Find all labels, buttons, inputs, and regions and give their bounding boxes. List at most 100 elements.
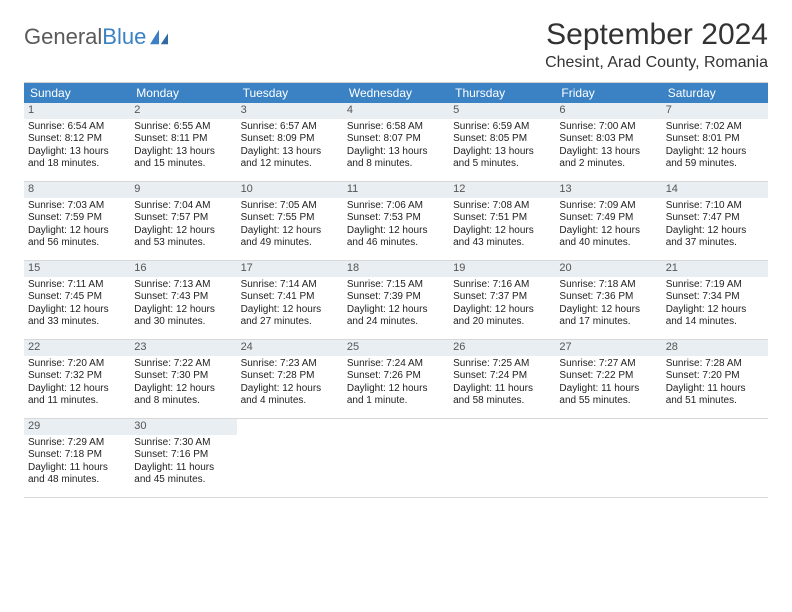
day-cell: 12Sunrise: 7:08 AMSunset: 7:51 PMDayligh… [449, 182, 555, 260]
dow-cell: Tuesday [237, 83, 343, 103]
sunrise-line: Sunrise: 6:57 AM [241, 121, 339, 134]
daylight-line: Daylight: 12 hours and 43 minutes. [453, 225, 551, 250]
day-number: 11 [343, 182, 449, 198]
day-number: 15 [24, 261, 130, 277]
day-number: 4 [343, 103, 449, 119]
sunrise-line: Sunrise: 6:58 AM [347, 121, 445, 134]
day-number: 17 [237, 261, 343, 277]
day-cell: 3 Sunrise: 6:57 AMSunset: 8:09 PMDaylight… [237, 103, 343, 181]
day-cell: 6Sunrise: 7:00 AMSunset: 8:03 PMDaylight… [555, 103, 661, 181]
sunrise-line: Sunrise: 7:05 AM [241, 200, 339, 213]
sunrise-line: Sunrise: 7:18 AM [559, 279, 657, 292]
sunrise-line: Sunrise: 7:04 AM [134, 200, 232, 213]
day-number: 7 [662, 103, 768, 119]
sunrise-line: Sunrise: 7:10 AM [666, 200, 764, 213]
daylight-line: Daylight: 13 hours and 15 minutes. [134, 146, 232, 171]
daylight-line: Daylight: 11 hours and 58 minutes. [453, 383, 551, 408]
day-cell: 9Sunrise: 7:04 AMSunset: 7:57 PMDaylight… [130, 182, 236, 260]
dow-cell: Thursday [449, 83, 555, 103]
daylight-line: Daylight: 11 hours and 48 minutes. [28, 462, 126, 487]
sunset-line: Sunset: 7:49 PM [559, 212, 657, 225]
sunset-line: Sunset: 7:55 PM [241, 212, 339, 225]
sunset-line: Sunset: 7:16 PM [134, 449, 232, 462]
day-number: 22 [24, 340, 130, 356]
sunset-line: Sunset: 8:09 PM [241, 133, 339, 146]
daylight-line: Daylight: 12 hours and 33 minutes. [28, 304, 126, 329]
day-number: 13 [555, 182, 661, 198]
sunset-line: Sunset: 7:43 PM [134, 291, 232, 304]
day-number: 3 [237, 103, 343, 119]
day-cell: 17Sunrise: 7:14 AMSunset: 7:41 PMDayligh… [237, 261, 343, 339]
day-cell [449, 419, 555, 497]
daylight-line: Daylight: 12 hours and 24 minutes. [347, 304, 445, 329]
sunset-line: Sunset: 7:37 PM [453, 291, 551, 304]
day-cell [662, 419, 768, 497]
sunset-line: Sunset: 7:51 PM [453, 212, 551, 225]
sunrise-line: Sunrise: 7:19 AM [666, 279, 764, 292]
day-number: 24 [237, 340, 343, 356]
week-row: 15Sunrise: 7:11 AMSunset: 7:45 PMDayligh… [24, 261, 768, 340]
day-cell: 20Sunrise: 7:18 AMSunset: 7:36 PMDayligh… [555, 261, 661, 339]
sunrise-line: Sunrise: 7:00 AM [559, 121, 657, 134]
location-text: Chesint, Arad County, Romania [545, 54, 768, 72]
day-number: 23 [130, 340, 236, 356]
sunrise-line: Sunrise: 7:14 AM [241, 279, 339, 292]
day-cell: 22Sunrise: 7:20 AMSunset: 7:32 PMDayligh… [24, 340, 130, 418]
day-number: 8 [24, 182, 130, 198]
week-row: 1Sunrise: 6:54 AMSunset: 8:12 PMDaylight… [24, 103, 768, 182]
dow-cell: Friday [555, 83, 661, 103]
month-title: September 2024 [545, 18, 768, 52]
sunrise-line: Sunrise: 7:22 AM [134, 358, 232, 371]
weeks-container: 1Sunrise: 6:54 AMSunset: 8:12 PMDaylight… [24, 103, 768, 498]
day-cell: 19 Sunrise: 7:16 AMSunset: 7:37 PMDayligh… [449, 261, 555, 339]
sunrise-line: Sunrise: 7:08 AM [453, 200, 551, 213]
daylight-line: Daylight: 12 hours and 11 minutes. [28, 383, 126, 408]
daylight-line: Daylight: 12 hours and 20 minutes. [453, 304, 551, 329]
day-cell: 5Sunrise: 6:59 AMSunset: 8:05 PMDaylight… [449, 103, 555, 181]
sunrise-line: Sunrise: 7:15 AM [347, 279, 445, 292]
sunset-line: Sunset: 7:26 PM [347, 370, 445, 383]
daylight-line: Daylight: 12 hours and 37 minutes. [666, 225, 764, 250]
sunrise-line: Sunrise: 7:23 AM [241, 358, 339, 371]
dow-cell: Wednesday [343, 83, 449, 103]
day-number: 27 [555, 340, 661, 356]
day-number: 19 [449, 261, 555, 277]
sunrise-line: Sunrise: 7:11 AM [28, 279, 126, 292]
day-number: 10 [237, 182, 343, 198]
calendar: SundayMondayTuesdayWednesdayThursdayFrid… [24, 82, 768, 498]
sunrise-line: Sunrise: 7:02 AM [666, 121, 764, 134]
day-cell [555, 419, 661, 497]
day-cell [343, 419, 449, 497]
sunset-line: Sunset: 7:57 PM [134, 212, 232, 225]
daylight-line: Daylight: 12 hours and 46 minutes. [347, 225, 445, 250]
day-cell: 16Sunrise: 7:13 AMSunset: 7:43 PMDayligh… [130, 261, 236, 339]
logo-word1: General [24, 24, 102, 49]
sunset-line: Sunset: 7:18 PM [28, 449, 126, 462]
daylight-line: Daylight: 12 hours and 56 minutes. [28, 225, 126, 250]
daylight-line: Daylight: 13 hours and 8 minutes. [347, 146, 445, 171]
daylight-line: Daylight: 13 hours and 12 minutes. [241, 146, 339, 171]
daylight-line: Daylight: 12 hours and 40 minutes. [559, 225, 657, 250]
week-row: 29Sunrise: 7:29 AMSunset: 7:18 PMDayligh… [24, 419, 768, 498]
daylight-line: Daylight: 13 hours and 18 minutes. [28, 146, 126, 171]
day-cell: 30Sunrise: 7:30 AMSunset: 7:16 PMDayligh… [130, 419, 236, 497]
header: GeneralBlue September 2024 Chesint, Arad… [24, 18, 768, 72]
daylight-line: Daylight: 12 hours and 1 minute. [347, 383, 445, 408]
sunrise-line: Sunrise: 7:13 AM [134, 279, 232, 292]
day-number: 1 [24, 103, 130, 119]
sunset-line: Sunset: 8:07 PM [347, 133, 445, 146]
sunrise-line: Sunrise: 6:55 AM [134, 121, 232, 134]
day-number: 30 [130, 419, 236, 435]
day-of-week-header: SundayMondayTuesdayWednesdayThursdayFrid… [24, 83, 768, 103]
sunset-line: Sunset: 7:36 PM [559, 291, 657, 304]
daylight-line: Daylight: 12 hours and 59 minutes. [666, 146, 764, 171]
sunset-line: Sunset: 7:20 PM [666, 370, 764, 383]
sunset-line: Sunset: 7:24 PM [453, 370, 551, 383]
sunrise-line: Sunrise: 7:16 AM [453, 279, 551, 292]
daylight-line: Daylight: 12 hours and 4 minutes. [241, 383, 339, 408]
sunset-line: Sunset: 8:11 PM [134, 133, 232, 146]
day-number: 2 [130, 103, 236, 119]
day-cell: 21Sunrise: 7:19 AMSunset: 7:34 PMDayligh… [662, 261, 768, 339]
sunset-line: Sunset: 7:34 PM [666, 291, 764, 304]
day-number: 28 [662, 340, 768, 356]
